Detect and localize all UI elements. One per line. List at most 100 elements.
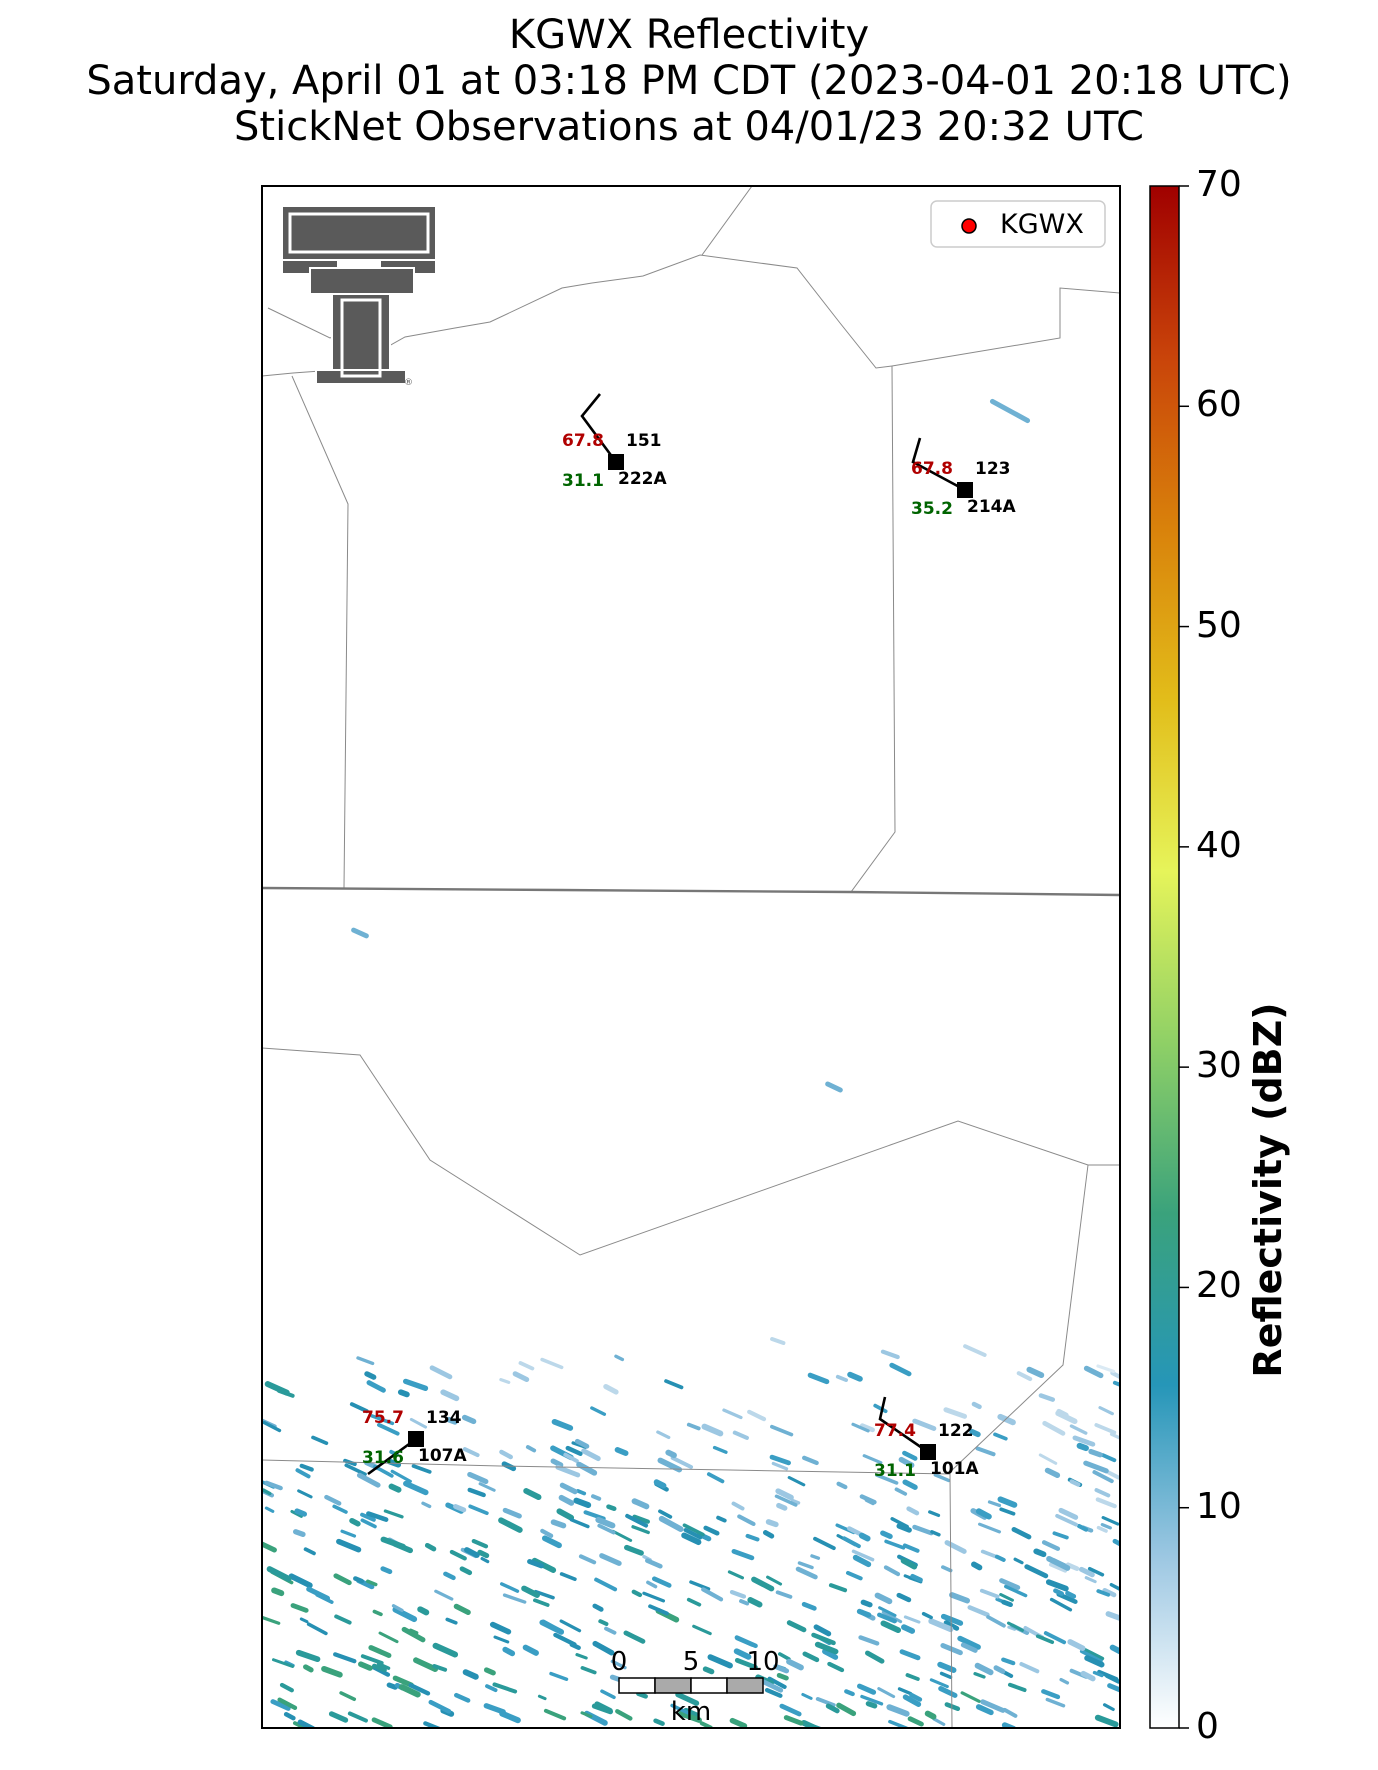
echo-streak [611, 1529, 633, 1542]
echo-streak [624, 1544, 644, 1556]
echo-streak [499, 1449, 513, 1460]
echo-streak [1019, 1662, 1040, 1674]
station-temperature: 77.4 [874, 1421, 916, 1441]
echo-streak [712, 1445, 728, 1454]
logo-inline [340, 298, 382, 378]
echo-streak [1059, 1677, 1070, 1685]
wind-barb [878, 1396, 929, 1454]
echo-streak [765, 1519, 779, 1528]
echo-streak [461, 1414, 477, 1425]
echo-streak [657, 1457, 683, 1473]
echo-streak [1102, 1587, 1117, 1598]
echo-streak [489, 1621, 512, 1635]
echo-streak [941, 1565, 953, 1573]
echo-streak [408, 1683, 431, 1696]
echo-streak [1067, 1639, 1086, 1651]
echo-streak [797, 1561, 814, 1570]
echo-streak [902, 1694, 922, 1707]
echo-streak [583, 1510, 606, 1521]
echo-streak [722, 1408, 743, 1420]
echo-streak [814, 1641, 839, 1655]
echo-streak [1045, 1697, 1066, 1708]
station-marker [608, 454, 624, 470]
echo-streak [563, 1452, 579, 1463]
echo-streak [386, 1682, 398, 1690]
echo-streak [262, 1420, 282, 1433]
echo-streak [392, 1541, 413, 1554]
station-value: 123 [975, 459, 1011, 479]
wind-barb [580, 393, 618, 463]
scale-bar-tick-label: 0 [611, 1647, 628, 1677]
echo-streak [597, 1523, 616, 1535]
colorbar [1150, 186, 1179, 1728]
echo-streak [1096, 1364, 1116, 1373]
echo-streak [1001, 1722, 1017, 1728]
colorbar-tick-label: 50 [1196, 604, 1242, 646]
echo-streak [388, 1483, 402, 1493]
echo-streak [590, 1406, 607, 1416]
echo-streak [670, 1455, 694, 1469]
registered-mark: ® [404, 378, 413, 388]
echo-streak [1109, 1644, 1120, 1655]
echo-streak [1069, 1479, 1081, 1487]
echo-streak [277, 1697, 298, 1711]
echo-streak [734, 1657, 758, 1670]
echo-streak [580, 1711, 593, 1718]
echo-streak [801, 1692, 813, 1700]
echo-streak [576, 1461, 598, 1476]
echo-streak [358, 1661, 373, 1671]
echo-streak [340, 1529, 357, 1538]
echo-streak [847, 1371, 863, 1382]
echo-streak [771, 1461, 789, 1471]
echo-streak [283, 1712, 296, 1721]
echo-streak [731, 1501, 745, 1511]
echo-streak [902, 1543, 920, 1553]
scale-bar-segment [690, 1677, 728, 1694]
echo-streak [737, 1514, 756, 1527]
echo-streak [751, 1576, 775, 1592]
echo-streak [333, 1573, 352, 1586]
echo-streak [540, 1357, 564, 1370]
echo-streak [380, 1566, 393, 1575]
echo-streak [692, 1624, 712, 1636]
echo-streak [930, 1530, 941, 1537]
echo-streak [565, 1445, 583, 1457]
echo-streak [779, 1703, 802, 1717]
station-value: 151 [626, 431, 662, 451]
echo-streak [907, 1716, 924, 1727]
echo-streak [874, 1592, 893, 1605]
echo-streak [997, 1413, 1016, 1426]
echo-streak [440, 1389, 460, 1402]
echo-streak [783, 1715, 804, 1726]
echo-streak [747, 1597, 763, 1608]
colorbar-tick-label: 40 [1196, 824, 1242, 866]
echo-streak [574, 1438, 590, 1449]
echo-streak [1007, 1625, 1017, 1631]
echo-streak [360, 1654, 384, 1665]
echo-streak [813, 1624, 832, 1637]
echo-streak [1026, 1366, 1045, 1379]
echo-streak [411, 1464, 432, 1474]
echo-streak [890, 1517, 909, 1529]
echo-streak [483, 1667, 496, 1676]
echo-streak [462, 1669, 479, 1680]
echo-streak [480, 1557, 490, 1564]
echo-streak [492, 1682, 518, 1694]
echo-streak [449, 1549, 467, 1561]
echo-streak [1065, 1590, 1077, 1599]
echo-streak [303, 1547, 316, 1556]
echo-streak [370, 1414, 395, 1426]
colorbar-ticks [1179, 185, 1189, 1729]
echo-streak [980, 1699, 1006, 1713]
echo-streak [290, 1603, 309, 1613]
echo-streak [898, 1456, 915, 1468]
echo-streak [880, 1530, 893, 1540]
echo-streak [360, 1512, 376, 1522]
echo-streak [580, 1666, 597, 1675]
echo-streak [786, 1620, 807, 1633]
logo-inline [288, 212, 430, 254]
echo-streak [767, 1676, 787, 1689]
echo-streak [716, 1515, 727, 1523]
echo-streak [706, 1472, 725, 1484]
echo-streak [598, 1619, 609, 1626]
